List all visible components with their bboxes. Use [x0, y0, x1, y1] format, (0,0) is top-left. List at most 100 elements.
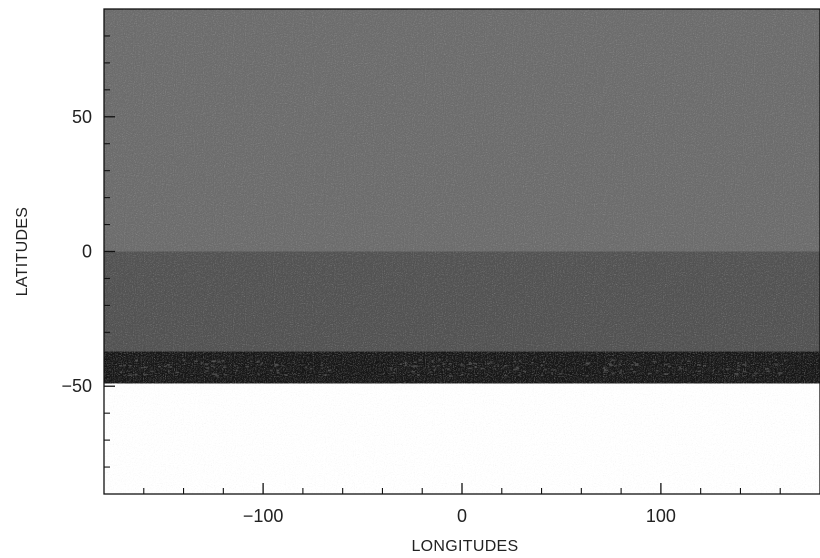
- texture-speck: [603, 366, 606, 368]
- texture-speck: [234, 364, 236, 367]
- texture-speck: [604, 368, 606, 371]
- texture-speck: [603, 367, 605, 369]
- texture-speck: [166, 364, 171, 366]
- texture-speck: [737, 364, 740, 367]
- x-axis-ticks: −100 0 100: [143, 483, 781, 526]
- texture-speck: [634, 364, 639, 366]
- texture-speck: [633, 361, 635, 364]
- texture-speck: [274, 363, 279, 366]
- texture-speck: [736, 368, 740, 371]
- texture-speck: [553, 369, 556, 371]
- texture-speck: [399, 363, 403, 365]
- texture-speck: [712, 369, 714, 372]
- texture-speck: [550, 372, 553, 374]
- texture-speck: [221, 360, 224, 362]
- texture-speck: [524, 370, 527, 373]
- y-axis-label: LATITUDES: [14, 207, 31, 297]
- y-tick-label: 50: [72, 107, 92, 127]
- texture-speck: [588, 362, 591, 364]
- texture-speck: [744, 364, 747, 367]
- texture-speck: [294, 361, 296, 364]
- texture-speck: [436, 365, 439, 367]
- texture-speck: [667, 365, 672, 367]
- texture-speck: [213, 366, 216, 368]
- texture-speck: [703, 364, 706, 367]
- texture-speck: [258, 373, 260, 375]
- texture-speck: [742, 375, 744, 377]
- texture-speck: [633, 371, 636, 373]
- texture-speck: [205, 370, 209, 372]
- texture-speck: [323, 374, 327, 376]
- texture-speck: [257, 360, 260, 362]
- texture-speck: [774, 364, 779, 366]
- texture-speck: [664, 363, 668, 366]
- texture-speck: [392, 372, 396, 374]
- texture-speck: [310, 367, 313, 370]
- texture-speck: [778, 372, 782, 374]
- texture-speck: [745, 361, 747, 363]
- texture-speck: [513, 360, 517, 363]
- texture-speck: [585, 362, 590, 365]
- x-axis-label: LONGITUDES: [411, 538, 518, 555]
- texture-speck: [235, 369, 238, 372]
- texture-speck: [175, 371, 179, 374]
- heatmap-bands: [104, 9, 820, 494]
- texture-speck: [214, 373, 218, 375]
- texture-speck: [305, 366, 308, 369]
- texture-speck: [236, 367, 239, 369]
- texture-speck: [775, 359, 777, 361]
- texture-speck: [611, 372, 615, 374]
- texture-speck: [274, 364, 279, 367]
- texture-speck: [129, 365, 132, 367]
- texture-speck: [604, 369, 609, 372]
- texture-speck: [653, 360, 657, 363]
- texture-speck: [405, 364, 408, 366]
- texture-speck: [685, 369, 687, 371]
- x-tick-label: 0: [457, 506, 467, 526]
- texture-speck: [215, 375, 219, 377]
- texture-speck: [134, 374, 137, 376]
- texture-speck: [630, 368, 634, 370]
- texture-speck: [585, 375, 589, 377]
- texture-speck: [261, 361, 264, 364]
- texture-speck: [647, 372, 652, 375]
- texture-speck: [212, 373, 216, 376]
- texture-speck: [294, 373, 296, 375]
- texture-speck: [781, 363, 783, 365]
- texture-speck: [469, 363, 473, 365]
- texture-speck: [328, 370, 330, 372]
- texture-speck: [697, 364, 701, 366]
- texture-speck: [516, 367, 519, 370]
- texture-speck: [473, 362, 477, 365]
- texture-speck: [194, 360, 198, 362]
- texture-speck: [468, 361, 472, 364]
- texture-speck: [619, 372, 622, 374]
- texture-speck: [559, 373, 563, 375]
- x-tick-label: −100: [243, 506, 284, 526]
- texture-speck: [223, 374, 227, 376]
- texture-speck: [135, 360, 138, 362]
- texture-speck: [758, 369, 760, 372]
- texture-speck: [284, 374, 288, 376]
- texture-speck: [229, 364, 231, 366]
- texture-speck: [460, 373, 464, 376]
- texture-speck: [163, 365, 167, 368]
- x-tick-label: 100: [646, 506, 676, 526]
- texture-speck: [143, 366, 148, 368]
- texture-speck: [433, 369, 436, 371]
- texture-speck: [742, 370, 747, 373]
- texture-speck: [697, 370, 701, 373]
- texture-speck: [390, 367, 393, 369]
- texture-speck: [414, 361, 417, 364]
- texture-speck: [551, 368, 553, 371]
- texture-speck: [604, 371, 606, 373]
- texture-speck: [679, 367, 683, 370]
- texture-speck: [128, 374, 133, 376]
- texture-speck: [544, 369, 547, 371]
- texture-speck: [611, 359, 615, 361]
- texture-speck: [742, 363, 746, 366]
- texture-speck: [394, 368, 397, 370]
- texture-speck: [618, 363, 621, 366]
- band-texture: [119, 359, 786, 377]
- texture-speck: [784, 359, 786, 361]
